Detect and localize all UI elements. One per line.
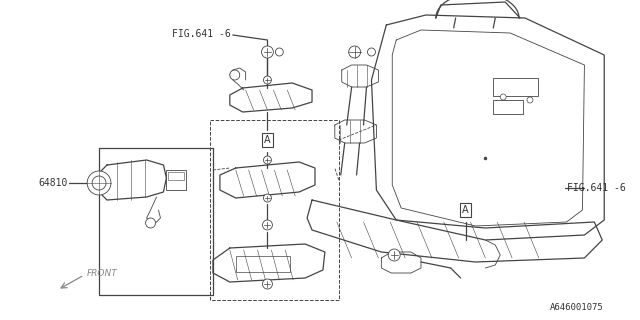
Bar	[210, 120, 339, 300]
Circle shape	[500, 94, 506, 100]
Text: A: A	[462, 205, 469, 215]
Bar	[168, 172, 184, 180]
Circle shape	[87, 171, 111, 195]
Circle shape	[262, 279, 273, 289]
Text: FIG.641 -6: FIG.641 -6	[566, 183, 625, 193]
Text: 64810: 64810	[38, 178, 67, 188]
Circle shape	[262, 220, 273, 230]
Circle shape	[275, 48, 284, 56]
Text: A646001075: A646001075	[550, 303, 604, 312]
Text: FRONT: FRONT	[87, 268, 118, 277]
Circle shape	[262, 46, 273, 58]
Text: A: A	[264, 135, 271, 145]
Circle shape	[349, 46, 360, 58]
Circle shape	[264, 76, 271, 84]
Circle shape	[92, 176, 106, 190]
Bar	[493, 100, 523, 114]
Circle shape	[264, 194, 271, 202]
Circle shape	[367, 48, 376, 56]
Bar	[166, 170, 186, 190]
Circle shape	[146, 218, 156, 228]
Circle shape	[527, 97, 533, 103]
Bar	[236, 256, 290, 272]
Circle shape	[388, 249, 400, 261]
Bar	[493, 78, 538, 96]
Circle shape	[230, 70, 240, 80]
Text: FIG.641 -6: FIG.641 -6	[172, 29, 231, 39]
Circle shape	[264, 156, 271, 164]
